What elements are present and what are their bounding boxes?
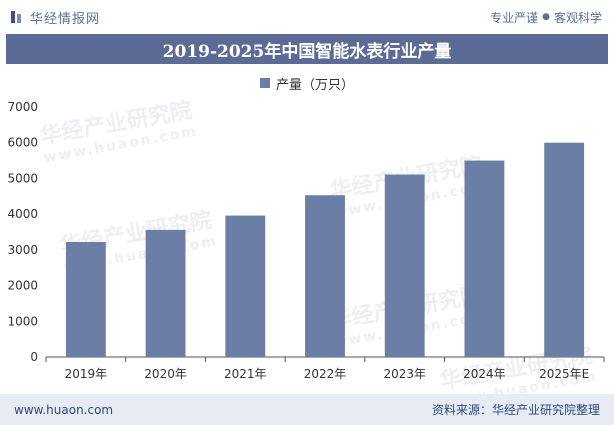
x-tick-label: 2024年	[463, 367, 506, 381]
bar-2019年	[65, 242, 106, 357]
top-bar: 华经情报网 专业严谨 ● 客观科学	[0, 0, 614, 34]
bar-2025年E	[544, 142, 585, 357]
x-tick-label: 2022年	[304, 367, 347, 381]
slogan-right: 客观科学	[553, 10, 602, 25]
x-tick-label: 2020年	[144, 367, 187, 381]
legend-swatch	[259, 78, 270, 88]
footer-url[interactable]: www.huaon.com	[14, 402, 114, 417]
y-tick-label: 0	[30, 350, 38, 364]
chart-legend: 产量（万只）	[0, 74, 614, 93]
y-tick-label: 3000	[7, 243, 38, 257]
x-tick-label: 2021年	[224, 367, 267, 381]
chart-title: 2019-2025年中国智能水表行业产量	[162, 41, 452, 62]
bar-2022年	[305, 195, 345, 357]
legend-label: 产量（万只）	[275, 77, 354, 93]
brand-logo-icon	[11, 11, 21, 23]
y-tick-label: 5000	[7, 171, 38, 185]
bar-chart: 0 1000 2000 3000 4000 5000 6000 7000 2019年 2020年 2…	[7, 100, 605, 381]
y-tick-label: 7000	[7, 100, 38, 114]
bar-2023年	[384, 174, 425, 357]
slogan-left: 专业严谨	[490, 10, 539, 25]
slogan: 专业严谨 ● 客观科学	[490, 9, 602, 26]
footer-source: 资料来源：华经产业研究院整理	[431, 403, 600, 417]
bar-2020年	[145, 229, 186, 357]
x-tick-label: 2019年	[65, 367, 108, 381]
y-tick-label: 6000	[7, 136, 38, 150]
slogan-separator: ●	[542, 12, 550, 22]
bar-2024年	[464, 160, 505, 357]
y-tick-label: 4000	[7, 207, 38, 221]
brand-name: 华经情报网	[30, 11, 101, 27]
footer: www.huaon.com 资料来源：华经产业研究院整理	[0, 394, 614, 425]
bar-2021年	[225, 215, 266, 357]
chart-title-bar: 2019-2025年中国智能水表行业产量	[6, 34, 608, 64]
x-tick-label: 2023年	[383, 367, 426, 381]
y-tick-label: 2000	[7, 279, 38, 293]
x-tick-label: 2025年E	[539, 367, 589, 381]
y-tick-label: 1000	[7, 314, 38, 328]
brand[interactable]: 华经情报网	[10, 8, 100, 27]
